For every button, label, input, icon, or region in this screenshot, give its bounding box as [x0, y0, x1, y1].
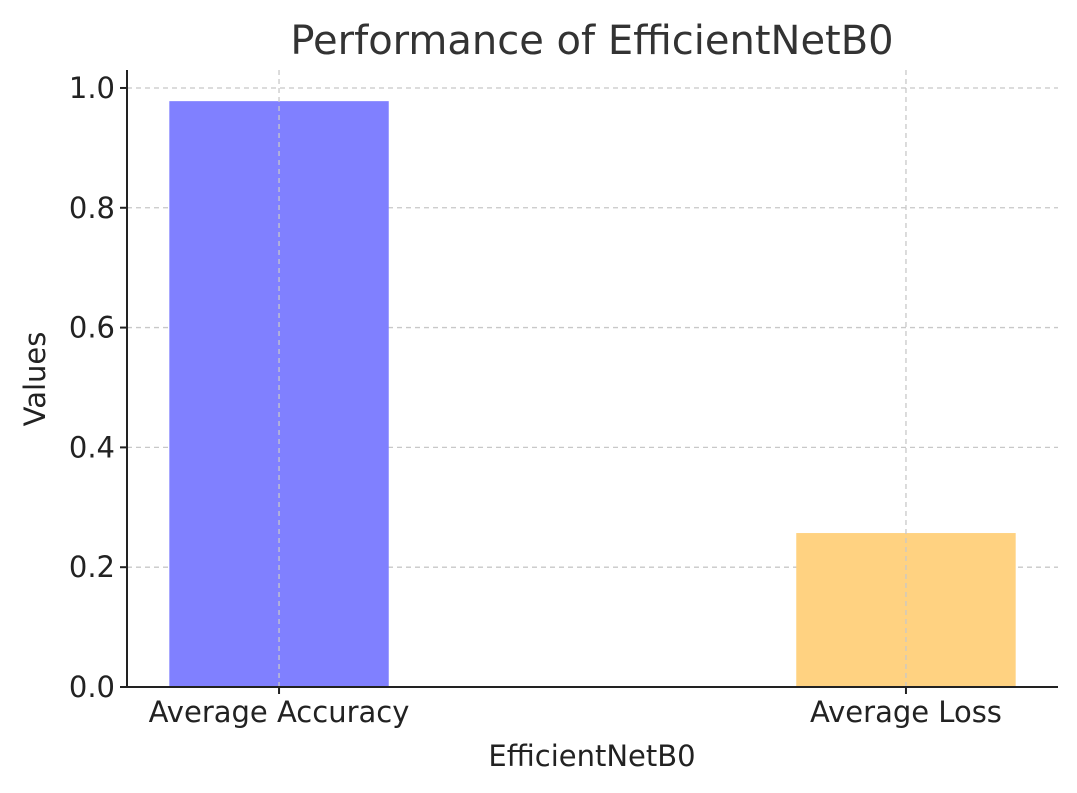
y-tick-label: 0.8	[69, 191, 115, 225]
x-tick-label: Average Loss	[810, 695, 1002, 729]
x-tick-label: Average Accuracy	[149, 695, 410, 729]
bars	[169, 101, 1016, 687]
y-tick-label: 0.4	[69, 430, 115, 464]
y-tick-label: 0.6	[69, 311, 115, 345]
vertical-grid-lines	[278, 70, 907, 687]
y-tick-label: 0.2	[69, 550, 115, 584]
chart-title: Performance of EfficientNetB0	[290, 18, 893, 64]
x-axis-label: EfficientNetB0	[488, 739, 695, 773]
y-axis-label: Values	[18, 332, 52, 427]
y-tick-label: 0.0	[69, 670, 115, 704]
y-tick-label: 1.0	[69, 71, 115, 105]
axes	[126, 70, 1058, 688]
ticks: 0.0 0.2 0.4 0.6 0.8 1.0 Average Accuracy Averag…	[69, 71, 1002, 729]
